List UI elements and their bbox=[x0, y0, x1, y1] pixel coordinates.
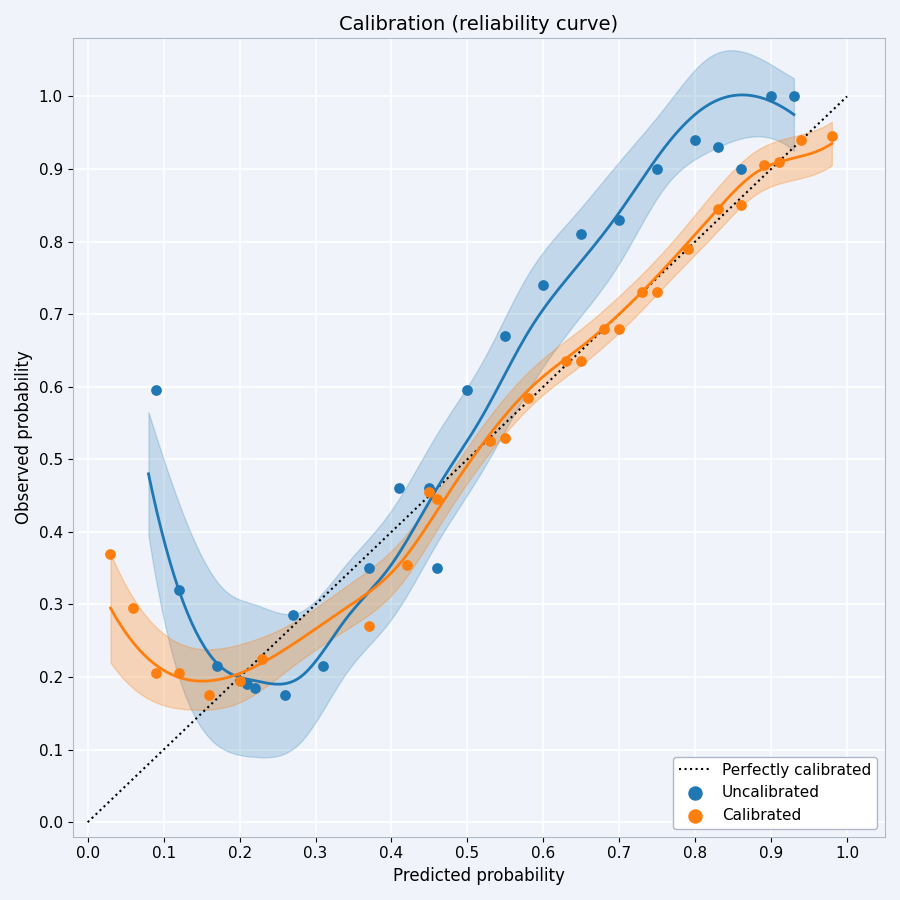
Uncalibrated bbox=[787, 89, 801, 104]
Calibrated bbox=[202, 688, 216, 702]
Calibrated bbox=[400, 557, 414, 572]
Uncalibrated bbox=[392, 482, 406, 496]
Uncalibrated bbox=[734, 162, 748, 176]
Calibrated bbox=[172, 666, 186, 680]
Uncalibrated bbox=[278, 688, 293, 702]
Calibrated bbox=[711, 202, 725, 216]
Uncalibrated bbox=[172, 582, 186, 597]
Calibrated bbox=[559, 354, 573, 368]
Uncalibrated bbox=[210, 659, 224, 673]
Uncalibrated bbox=[498, 328, 512, 343]
Calibrated bbox=[597, 321, 611, 336]
Calibrated bbox=[680, 241, 695, 256]
Uncalibrated bbox=[711, 140, 725, 155]
Calibrated bbox=[650, 285, 664, 300]
X-axis label: Predicted probability: Predicted probability bbox=[392, 867, 564, 885]
Calibrated bbox=[422, 485, 436, 500]
Uncalibrated bbox=[460, 383, 474, 398]
Calibrated bbox=[430, 492, 445, 507]
Uncalibrated bbox=[764, 89, 778, 104]
Uncalibrated bbox=[362, 561, 376, 575]
Uncalibrated bbox=[148, 383, 163, 398]
Title: Calibration (reliability curve): Calibration (reliability curve) bbox=[339, 15, 618, 34]
Calibrated bbox=[126, 601, 140, 616]
Uncalibrated bbox=[240, 677, 255, 691]
Calibrated bbox=[104, 546, 118, 561]
Calibrated bbox=[771, 155, 786, 169]
Uncalibrated bbox=[612, 212, 626, 227]
Uncalibrated bbox=[650, 162, 664, 176]
Calibrated bbox=[362, 619, 376, 634]
Uncalibrated bbox=[248, 680, 262, 695]
Legend: Perfectly calibrated, Uncalibrated, Calibrated: Perfectly calibrated, Uncalibrated, Cali… bbox=[673, 757, 878, 829]
Calibrated bbox=[483, 434, 498, 448]
Calibrated bbox=[734, 198, 748, 212]
Uncalibrated bbox=[536, 278, 551, 293]
Calibrated bbox=[148, 666, 163, 680]
Calibrated bbox=[756, 158, 770, 173]
Calibrated bbox=[256, 652, 270, 666]
Calibrated bbox=[498, 430, 512, 445]
Calibrated bbox=[232, 673, 247, 688]
Calibrated bbox=[795, 132, 809, 147]
Uncalibrated bbox=[316, 659, 330, 673]
Y-axis label: Observed probability: Observed probability bbox=[15, 351, 33, 525]
Uncalibrated bbox=[422, 482, 436, 496]
Calibrated bbox=[634, 285, 649, 300]
Calibrated bbox=[612, 321, 626, 336]
Calibrated bbox=[521, 391, 535, 405]
Calibrated bbox=[574, 354, 589, 368]
Uncalibrated bbox=[688, 132, 702, 147]
Uncalibrated bbox=[285, 608, 300, 623]
Calibrated bbox=[824, 129, 839, 143]
Uncalibrated bbox=[430, 561, 445, 575]
Uncalibrated bbox=[574, 227, 589, 241]
